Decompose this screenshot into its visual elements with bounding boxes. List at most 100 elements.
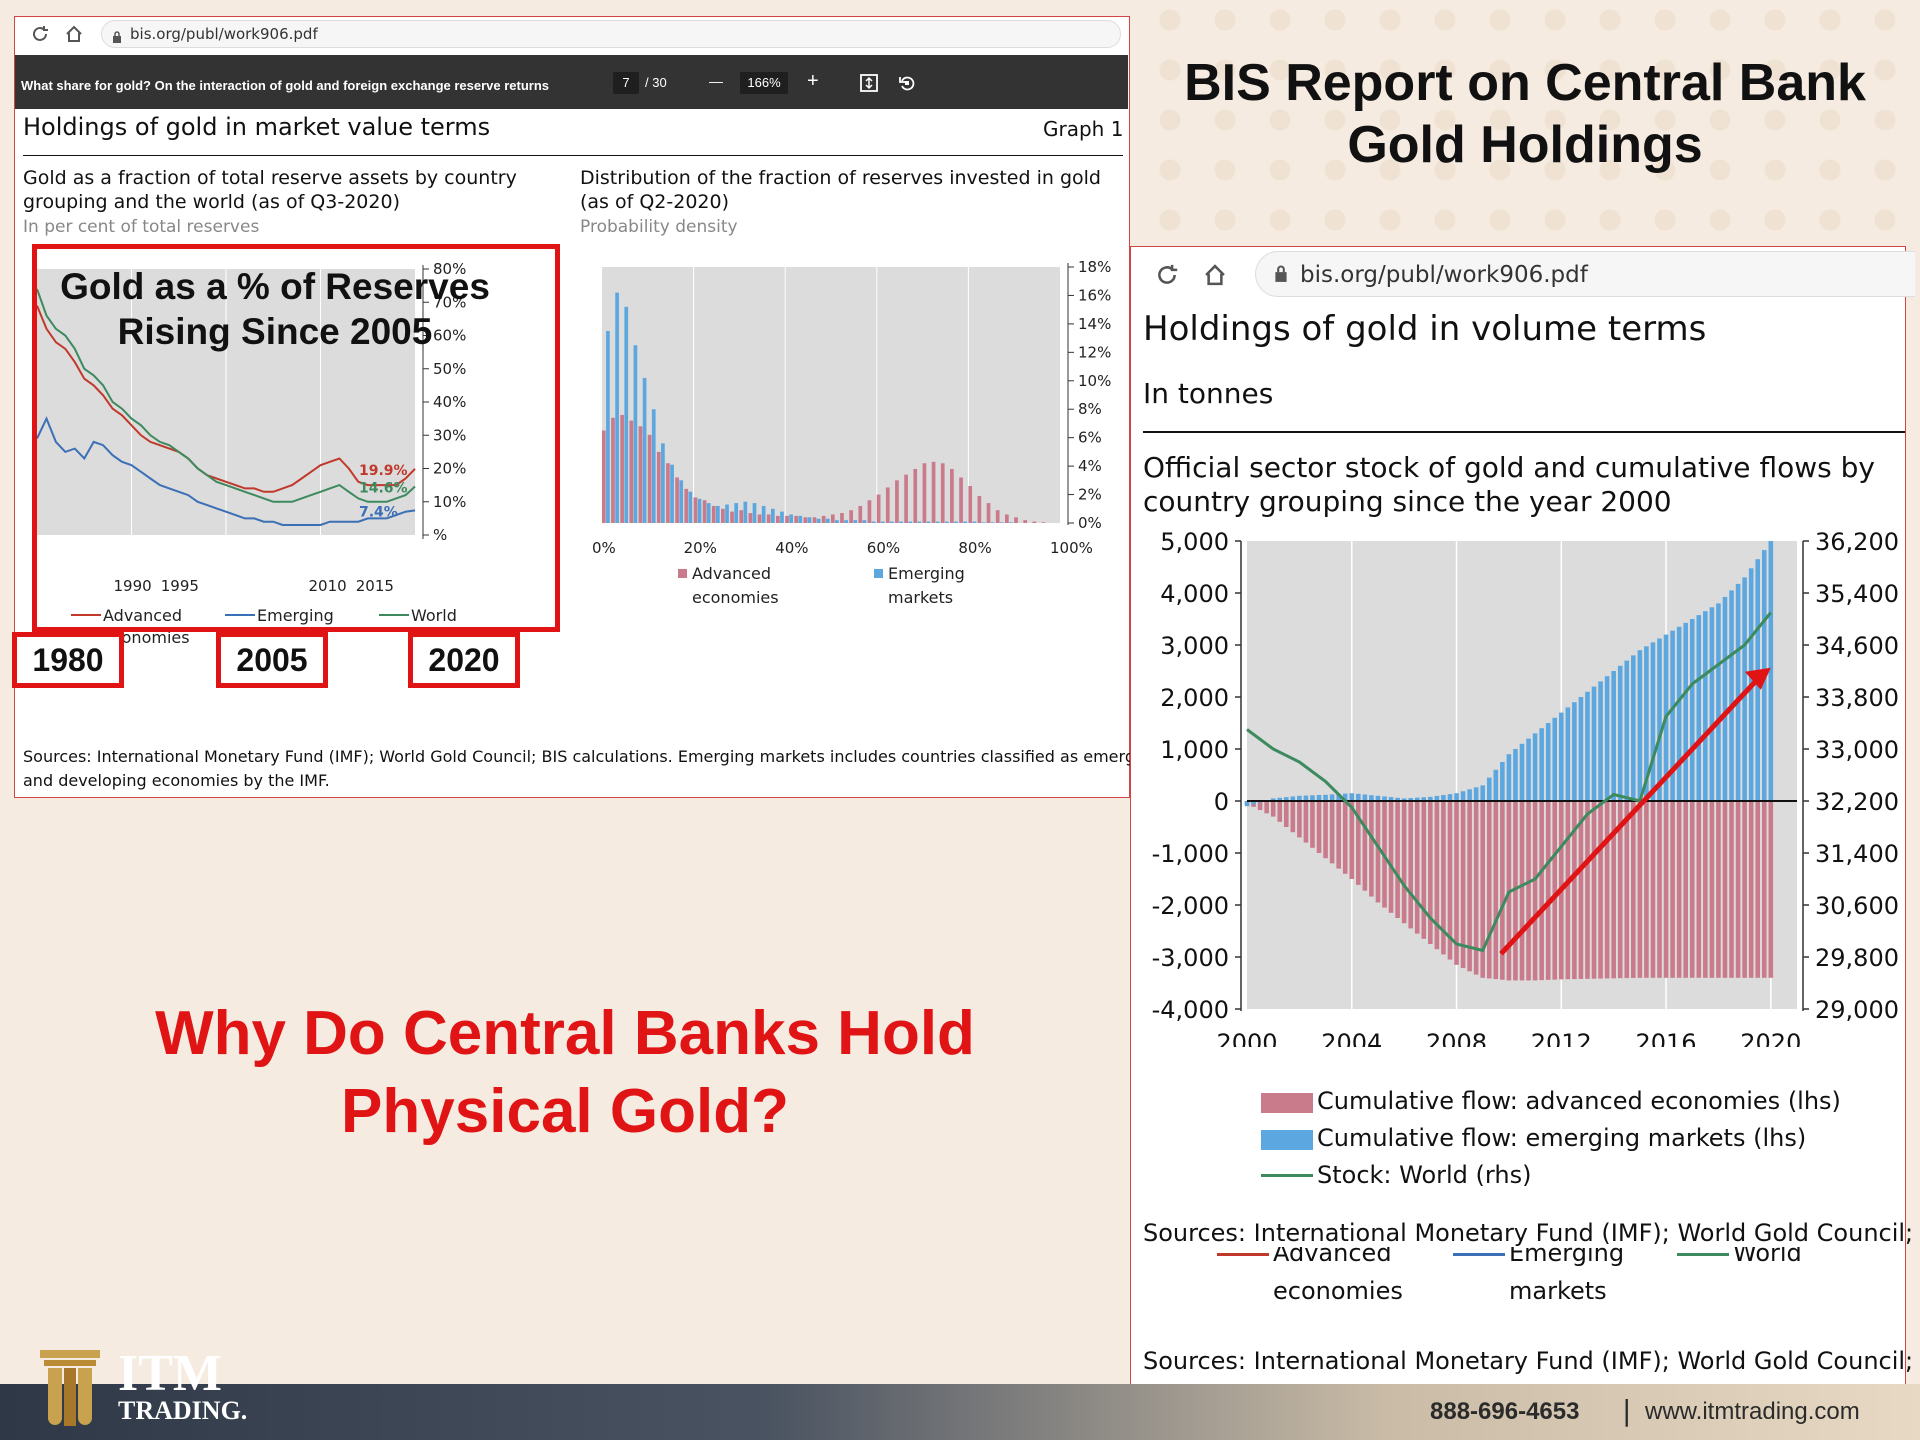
legend-label-emerging: Cumulative flow: emerging markets (lhs): [1317, 1124, 1807, 1152]
histogram-bar: [935, 521, 940, 523]
advanced-flow-bar: [1434, 801, 1440, 950]
advanced-flow-bar: [1716, 801, 1721, 978]
gold-volume-chart: 5,000 4,000 3,000 2,000 1,000 0 -1,000 -2,000 -3…: [1152, 528, 1899, 1047]
volume-chart-title-1: Official sector stock of gold and cumula…: [1143, 451, 1875, 484]
advanced-flow-bar: [1375, 801, 1381, 903]
histogram-bar: [666, 463, 670, 523]
y-tick-label-right: 34,600: [1815, 632, 1899, 660]
legend-swatch: [874, 569, 883, 578]
x-tick-label: 1990: [114, 577, 152, 595]
home-icon[interactable]: [1201, 261, 1229, 289]
logo-text-itm: ITM: [118, 1345, 222, 1402]
advanced-flow-bar: [1264, 801, 1269, 814]
y-tick-label: 60%: [433, 327, 466, 345]
emerging-flow-bar: [1290, 796, 1296, 801]
histogram-bar: [908, 521, 913, 523]
emerging-flow-bar: [1244, 801, 1250, 807]
x-tick-label: 2008: [1426, 1029, 1487, 1047]
histogram-bar: [871, 521, 876, 523]
emerging-flow-bar: [1637, 650, 1643, 801]
advanced-flow-bar: [1644, 801, 1649, 978]
emerging-flow-bar: [1277, 797, 1283, 801]
footer-bar: 888-696-4653 | www.itmtrading.com: [0, 1384, 1920, 1440]
emerging-flow-bar: [1716, 603, 1721, 801]
volume-sources: Sources: International Monetary Fund (IM…: [1143, 1219, 1920, 1247]
right-chart-title-2: (as of Q2-2020): [580, 191, 730, 213]
footer-phone[interactable]: 888-696-4653: [1430, 1398, 1580, 1425]
zoom-out-button[interactable]: —: [709, 73, 723, 89]
y-tick-label: 18%: [1078, 258, 1111, 276]
histogram-bar: [862, 520, 867, 523]
histogram-bar: [615, 292, 619, 523]
histogram-bar: [789, 514, 793, 523]
emerging-flow-bar: [1558, 712, 1564, 801]
year-box-2005: 2005: [216, 632, 328, 688]
emerging-flow-bar: [1644, 646, 1649, 801]
advanced-flow-bar: [1604, 801, 1610, 979]
histogram-bar: [807, 517, 812, 523]
histogram-bar: [675, 477, 679, 523]
advanced-flow-bar: [1768, 801, 1774, 978]
histogram-bar: [890, 521, 894, 523]
page-total: / 30: [645, 75, 667, 90]
advanced-flow-bar: [1761, 801, 1767, 978]
emerging-flow-bar: [1401, 798, 1407, 801]
histogram-bar: [739, 510, 744, 523]
histogram-bar: [780, 511, 784, 523]
y-tick-label-right: 33,800: [1815, 684, 1899, 712]
page-number-input[interactable]: 7: [613, 72, 639, 94]
legend-label: Advanced: [692, 564, 771, 583]
emerging-flow-bar: [1316, 795, 1322, 801]
histogram-bar: [990, 522, 995, 523]
advanced-flow-bar: [1631, 801, 1636, 978]
histogram-bar: [1032, 521, 1037, 523]
end-label: 19.9%: [359, 463, 408, 479]
histogram-bar: [899, 521, 903, 523]
fit-page-icon[interactable]: [859, 73, 879, 93]
reload-icon[interactable]: [1153, 261, 1181, 289]
emerging-flow-bar: [1454, 793, 1459, 801]
emerging-flow-bar: [1768, 541, 1774, 801]
emerging-flow-bar: [1283, 797, 1289, 801]
histogram-bar: [725, 504, 729, 523]
histogram-bar: [734, 503, 739, 523]
x-tick-label: 2000: [1216, 1029, 1277, 1047]
advanced-flow-bar: [1676, 801, 1682, 978]
histogram-bar: [922, 463, 927, 523]
x-tick-label: 2020: [1740, 1029, 1801, 1047]
right-chart-title-1: Distribution of the fraction of reserves…: [580, 167, 1101, 189]
zoom-in-button[interactable]: +: [807, 70, 819, 92]
emerging-flow-bar: [1486, 777, 1492, 801]
pdf-toolbar: What share for gold? On the interaction …: [15, 55, 1128, 109]
footer-website[interactable]: www.itmtrading.com: [1645, 1398, 1860, 1425]
url-bar[interactable]: bis.org/publ/work906.pdf: [101, 20, 1121, 48]
end-label: 14.6%: [359, 480, 408, 496]
graph-label: Graph 1: [1043, 117, 1124, 141]
histogram-bar: [849, 510, 853, 523]
url-bar[interactable]: bis.org/publ/work906.pdf: [1255, 251, 1915, 297]
advanced-flow-bar: [1735, 801, 1741, 978]
advanced-flow-bar: [1591, 801, 1597, 979]
emerging-flow-bar: [1617, 665, 1623, 801]
legend-swatch-advanced: [1261, 1093, 1313, 1113]
x-tick-label: 2012: [1531, 1029, 1592, 1047]
rotate-icon[interactable]: [897, 73, 917, 93]
y-tick-label-left: 0: [1214, 788, 1229, 816]
advanced-flow-bar: [1336, 801, 1341, 869]
histogram-bar: [601, 430, 606, 523]
reload-icon[interactable]: [29, 23, 51, 45]
legend-label-world: Stock: World (rhs): [1317, 1161, 1532, 1189]
advanced-flow-bar: [1356, 801, 1361, 885]
emerging-flow-bar: [1473, 787, 1479, 801]
year-box-2020: 2020: [408, 632, 520, 688]
emerging-flow-bar: [1585, 691, 1590, 801]
y-tick-label: 50%: [433, 360, 466, 378]
emerging-flow-bar: [1611, 671, 1616, 801]
left-browser-panel: bis.org/publ/work906.pdf What share for …: [14, 16, 1160, 798]
emerging-flow-bar: [1657, 638, 1662, 801]
home-icon[interactable]: [63, 23, 85, 45]
series-line-1: [36, 288, 416, 503]
y-tick-label: 0%: [1078, 514, 1102, 532]
histogram-bar: [995, 510, 1000, 523]
advanced-flow-bar: [1539, 801, 1544, 981]
